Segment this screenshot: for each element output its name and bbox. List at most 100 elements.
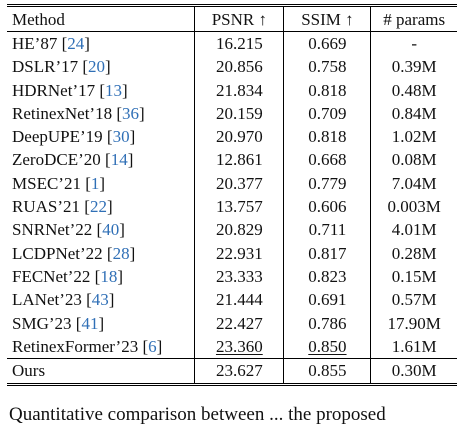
table-row: DSLR’17 [20] 20.856 0.758 0.39M bbox=[7, 55, 457, 79]
psnr-cell: 22.931 bbox=[194, 241, 285, 266]
psnr-cell: 20.377 bbox=[194, 172, 285, 196]
psnr-cell: 20.970 bbox=[194, 125, 285, 149]
ssim-cell: 0.823 bbox=[283, 265, 372, 289]
psnr-cell-second-best: 23.360 bbox=[194, 335, 285, 359]
table-row: ZeroDCE’20 [14] 12.861 0.668 0.08M bbox=[7, 148, 457, 173]
method-cell: DeepUPE’19 [30] bbox=[7, 125, 196, 149]
method-name: LCDPNet’22 bbox=[12, 243, 103, 263]
params-cell: 0.08M bbox=[391, 150, 437, 170]
psnr-cell: 21.834 bbox=[194, 78, 285, 103]
citation-link[interactable]: 20 bbox=[88, 57, 106, 77]
method-cell: FECNet’22 [18] bbox=[7, 265, 196, 289]
params-cell: 0.15M bbox=[391, 266, 437, 286]
citation-link[interactable]: 41 bbox=[81, 313, 99, 333]
table-row: HE’87 [24] 16.215 0.669 - bbox=[7, 31, 457, 56]
params-cell: 7.04M bbox=[391, 173, 437, 193]
psnr-cell: 23.333 bbox=[194, 265, 285, 289]
ssim-cell: 0.606 bbox=[283, 195, 372, 219]
citation-link[interactable]: 22 bbox=[89, 197, 107, 217]
ssim-cell: 0.817 bbox=[283, 241, 372, 266]
method-cell: RUAS’21 [22] bbox=[7, 195, 196, 219]
ssim-cell: 0.691 bbox=[283, 288, 372, 312]
method-cell: MSEC’21 [1] bbox=[7, 172, 196, 196]
cropped-caption-text: Quantitative comparison between ... the … bbox=[9, 404, 386, 425]
psnr-cell: 13.757 bbox=[194, 195, 285, 219]
psnr-cell: 12.861 bbox=[194, 148, 285, 173]
params-cell: 0.28M bbox=[391, 243, 437, 263]
header-psnr: PSNR ↑ bbox=[194, 3, 285, 33]
citation-link[interactable]: 14 bbox=[110, 150, 128, 170]
method-cell: RetinexFormer’23 [6] bbox=[7, 335, 196, 359]
ssim-cell-second-best: 0.850 bbox=[283, 335, 372, 359]
table-row: LANet’23 [43] 21.444 0.691 0.57M bbox=[7, 288, 457, 312]
method-cell: RetinexNet’18 [36] bbox=[7, 102, 196, 126]
citation-link[interactable]: 13 bbox=[105, 80, 123, 100]
psnr-cell: 20.856 bbox=[194, 55, 285, 79]
method-name: DSLR’17 bbox=[12, 57, 79, 77]
params-cell: 0.48M bbox=[391, 80, 437, 100]
method-name: LANet’23 bbox=[12, 290, 82, 310]
table-row: RetinexNet’18 [36] 20.159 0.709 0.84M bbox=[7, 102, 457, 126]
citation-link[interactable]: 24 bbox=[67, 33, 85, 53]
params-cell: 0.84M bbox=[391, 103, 437, 123]
table-row: HDRNet’17 [13] 21.834 0.818 0.48M bbox=[7, 78, 457, 103]
table-row: SNRNet’22 [40] 20.829 0.711 4.01M bbox=[7, 218, 457, 242]
ssim-cell: 0.669 bbox=[283, 31, 372, 56]
method-cell: DSLR’17 [20] bbox=[7, 55, 196, 79]
psnr-cell: 21.444 bbox=[194, 288, 285, 312]
psnr-cell: 22.427 bbox=[194, 311, 285, 336]
params-cell: 0.39M bbox=[391, 57, 437, 77]
method-name: SMG’23 bbox=[12, 313, 72, 333]
params-cell: 1.61M bbox=[391, 336, 437, 356]
results-table: Method PSNR ↑ SSIM ↑ # params HE’87 [24]… bbox=[7, 3, 457, 386]
params-cell-ours: 0.30M bbox=[370, 358, 457, 386]
citation-link[interactable]: 1 bbox=[90, 173, 100, 193]
citation-link[interactable]: 40 bbox=[102, 220, 120, 240]
method-name: MSEC’21 bbox=[12, 173, 81, 193]
method-cell-ours: Ours bbox=[7, 358, 196, 386]
header-params: # params bbox=[370, 3, 457, 33]
citation-link[interactable]: 36 bbox=[122, 103, 140, 123]
method-name: RetinexFormer’23 bbox=[12, 336, 139, 356]
ssim-cell: 0.818 bbox=[283, 78, 372, 103]
psnr-cell: 20.829 bbox=[194, 218, 285, 242]
method-cell: HDRNet’17 [13] bbox=[7, 78, 196, 103]
ssim-cell: 0.786 bbox=[283, 311, 372, 336]
table-row: DeepUPE’19 [30] 20.970 0.818 1.02M bbox=[7, 125, 457, 149]
ssim-cell: 0.758 bbox=[283, 55, 372, 79]
psnr-cell: 16.215 bbox=[194, 31, 285, 56]
psnr-cell-best: 23.627 bbox=[194, 358, 285, 386]
header-row: Method PSNR ↑ SSIM ↑ # params bbox=[7, 3, 457, 33]
ssim-cell: 0.709 bbox=[283, 102, 372, 126]
table-row: RUAS’21 [22] 13.757 0.606 0.003M bbox=[7, 195, 457, 219]
psnr-cell: 20.159 bbox=[194, 102, 285, 126]
citation-link[interactable]: 6 bbox=[148, 336, 157, 356]
method-name: HE’87 bbox=[12, 33, 58, 53]
method-name: DeepUPE’19 bbox=[12, 127, 103, 147]
citation-link[interactable]: 28 bbox=[112, 243, 130, 263]
method-cell: LANet’23 [43] bbox=[7, 288, 196, 312]
table-row: MSEC’21 [1] 20.377 0.779 7.04M bbox=[7, 172, 457, 196]
method-name: RUAS’21 bbox=[12, 197, 81, 217]
method-name: SNRNet’22 bbox=[12, 220, 93, 240]
method-name: FECNet’22 bbox=[12, 266, 91, 286]
method-cell: LCDPNet’22 [28] bbox=[7, 241, 196, 266]
params-cell: 17.90M bbox=[387, 313, 441, 333]
citation-link[interactable]: 43 bbox=[91, 290, 109, 310]
params-cell: 4.01M bbox=[391, 220, 437, 240]
citation-link[interactable]: 30 bbox=[112, 127, 130, 147]
ssim-cell: 0.668 bbox=[283, 148, 372, 173]
method-cell: SMG’23 [41] bbox=[7, 311, 196, 336]
ssim-cell: 0.711 bbox=[283, 218, 372, 242]
params-cell: - bbox=[411, 33, 418, 53]
citation-link[interactable]: 18 bbox=[100, 266, 118, 286]
method-cell: HE’87 [24] bbox=[7, 31, 196, 56]
method-name: HDRNet’17 bbox=[12, 80, 96, 100]
table-row: SMG’23 [41] 22.427 0.786 17.90M bbox=[7, 311, 457, 336]
method-cell: ZeroDCE’20 [14] bbox=[7, 148, 196, 173]
ssim-cell: 0.818 bbox=[283, 125, 372, 149]
params-cell: 0.57M bbox=[391, 290, 437, 310]
ssim-cell-best: 0.855 bbox=[283, 358, 372, 386]
method-name: ZeroDCE’20 bbox=[12, 150, 101, 170]
ssim-cell: 0.779 bbox=[283, 172, 372, 196]
